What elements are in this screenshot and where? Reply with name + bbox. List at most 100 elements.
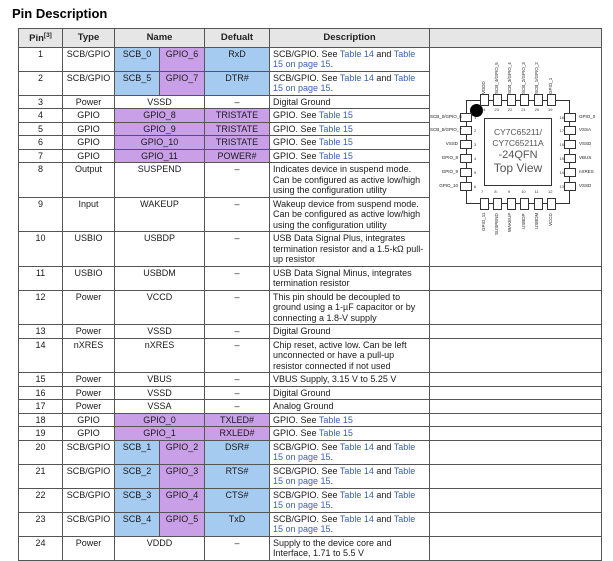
pin-pad — [564, 112, 576, 122]
table-link[interactable]: Table 14 — [339, 441, 374, 452]
type-cell: GPIO — [62, 135, 115, 150]
table-link[interactable]: Table 14 — [339, 48, 374, 59]
default-cell: POWER# — [204, 148, 270, 164]
pin-label: VSSA — [579, 127, 592, 133]
description-cell: This pin should be decoupled to ground u… — [269, 289, 430, 326]
pin-pad — [564, 126, 576, 136]
pin-cell: 16 — [18, 385, 63, 401]
type-cell: Power — [62, 289, 115, 326]
table-link[interactable]: Table 15 — [318, 428, 353, 439]
col-header-pin: Pin[3] — [18, 28, 63, 48]
pin-number: 2 — [474, 128, 477, 134]
pin-number: 19 — [548, 106, 553, 112]
table-link[interactable]: Table 15 — [318, 150, 353, 161]
name-cell: SUSPEND — [114, 162, 205, 198]
pin-pad — [520, 197, 530, 210]
pin-cell: 19 — [18, 426, 63, 441]
pin-label: GPIO_1 — [547, 77, 553, 94]
pin-label: SCB_0/GPIO_6 — [430, 113, 462, 119]
name-cell: SCB_5 — [114, 70, 160, 96]
table-row: 24 Power VDDD – Supply to the device core an… — [18, 535, 602, 561]
pin-cell: 11 — [18, 265, 63, 291]
name-cell: nXRES — [114, 337, 205, 374]
name-cell: VSSA — [114, 399, 205, 414]
pin-cell: 23 — [18, 511, 63, 537]
pin-pad — [506, 197, 516, 210]
type-cell: Power — [62, 94, 115, 110]
pin-number: 7 — [481, 188, 484, 194]
pin-pad — [547, 197, 556, 210]
default-cell: – — [204, 289, 270, 326]
name-cell: GPIO_9 — [114, 121, 205, 137]
table-link[interactable]: Table 15 on page 15 — [273, 72, 416, 94]
name-cell: SCB_1 — [114, 439, 160, 465]
name-cell: SCB_0 — [114, 46, 160, 72]
pin-number: 11 — [534, 188, 539, 194]
table-link[interactable]: Table 15 — [318, 414, 353, 425]
pin-number: 15 — [559, 156, 564, 162]
type-cell: Output — [62, 162, 115, 198]
name-cell: GPIO_7 — [159, 70, 205, 96]
pin-label: WAKEUP — [507, 212, 513, 232]
name-cell: GPIO_4 — [159, 487, 205, 513]
default-cell: – — [204, 265, 270, 291]
description-cell: Wakeup device from suspend mode. Can be … — [269, 196, 430, 233]
table-link[interactable]: Table 14 — [339, 489, 374, 500]
table-row: 3 Power VSSD – Digital Ground — [18, 94, 602, 110]
type-cell: USBIO — [62, 231, 115, 267]
pin-pad — [460, 112, 472, 122]
empty-cell — [429, 487, 602, 513]
pin-label: VDDD — [480, 80, 486, 94]
pin-number: 12 — [548, 188, 553, 194]
pin-number: 23 — [494, 106, 499, 112]
table-link[interactable]: Table 15 on page 15 — [273, 48, 416, 70]
table-link[interactable]: Table 15 on page 15 — [273, 513, 416, 535]
default-cell: TxD — [204, 511, 270, 537]
table-link[interactable]: Table 15 on page 15 — [273, 489, 416, 511]
pin-cell: 18 — [18, 412, 63, 428]
description-cell: USB Data Signal Plus, integrates termina… — [269, 231, 430, 267]
chip-title-line: CY7C65211/ — [493, 127, 543, 138]
description-cell: GPIO. See Table 15 — [269, 426, 430, 441]
description-cell: SCB/GPIO. See Table 14 and Table 15 on p… — [269, 487, 430, 513]
chip-die: CY7C65211/CY7C65211A -24QFN Top View — [484, 117, 552, 186]
pin-label: SCB_1/GPIO_2 — [534, 61, 540, 94]
empty-cell — [429, 372, 602, 387]
pin-label: USBDM — [534, 212, 540, 229]
pin-pad — [460, 154, 472, 164]
table-row: 17 Power VSSA – Analog Ground — [18, 399, 602, 414]
pin-label: VSSD — [579, 182, 592, 188]
table-link[interactable]: Table 14 — [339, 465, 374, 476]
table-link[interactable]: Table 15 on page 15 — [273, 441, 416, 463]
table-link[interactable]: Table 14 — [339, 513, 374, 524]
pin-cell: 13 — [18, 324, 63, 339]
name-cell: GPIO_2 — [159, 439, 205, 465]
table-link[interactable]: Table 15 — [318, 123, 353, 134]
name-cell: SCB_3 — [114, 487, 160, 513]
pin-label: GPIO_9 — [441, 168, 458, 174]
pin-number: 5 — [474, 169, 477, 175]
default-cell: TRISTATE — [204, 121, 270, 137]
name-cell: VSSD — [114, 385, 205, 401]
default-cell: – — [204, 162, 270, 198]
col-header-default: Defualt — [204, 28, 270, 48]
pin-table-body: 1 SCB/GPIO SCB_0 GPIO_6 RxD SCB/GPIO. See Tab… — [18, 46, 602, 561]
chip-title-line: Top View — [493, 161, 543, 176]
pin-footnote-marker[interactable]: [3] — [43, 32, 52, 39]
table-link[interactable]: Table 15 — [318, 110, 353, 121]
type-cell: Power — [62, 535, 115, 561]
table-row: 9 Input WAKEUP – Wakeup device from suspend … — [18, 196, 602, 233]
pin-number: 20 — [534, 106, 540, 112]
pin-description-table: Pin[3] Type Name Defualt Description 1 SC… — [18, 28, 602, 561]
table-link[interactable]: Table 15 on page 15 — [273, 465, 416, 487]
description-cell: GPIO. See Table 15 — [269, 121, 430, 137]
pin-cell: 5 — [18, 121, 63, 137]
description-cell: VBUS Supply, 3.15 V to 5.25 V — [269, 372, 430, 387]
pin-label: VBUS — [579, 155, 592, 161]
description-cell: Digital Ground — [269, 324, 430, 339]
default-cell: DSR# — [204, 439, 270, 465]
pin-cell: 1 — [18, 46, 63, 72]
table-link[interactable]: Table 15 — [318, 137, 353, 148]
table-row: 16 Power VSSD – Digital Ground — [18, 385, 602, 401]
table-link[interactable]: Table 14 — [339, 72, 374, 83]
